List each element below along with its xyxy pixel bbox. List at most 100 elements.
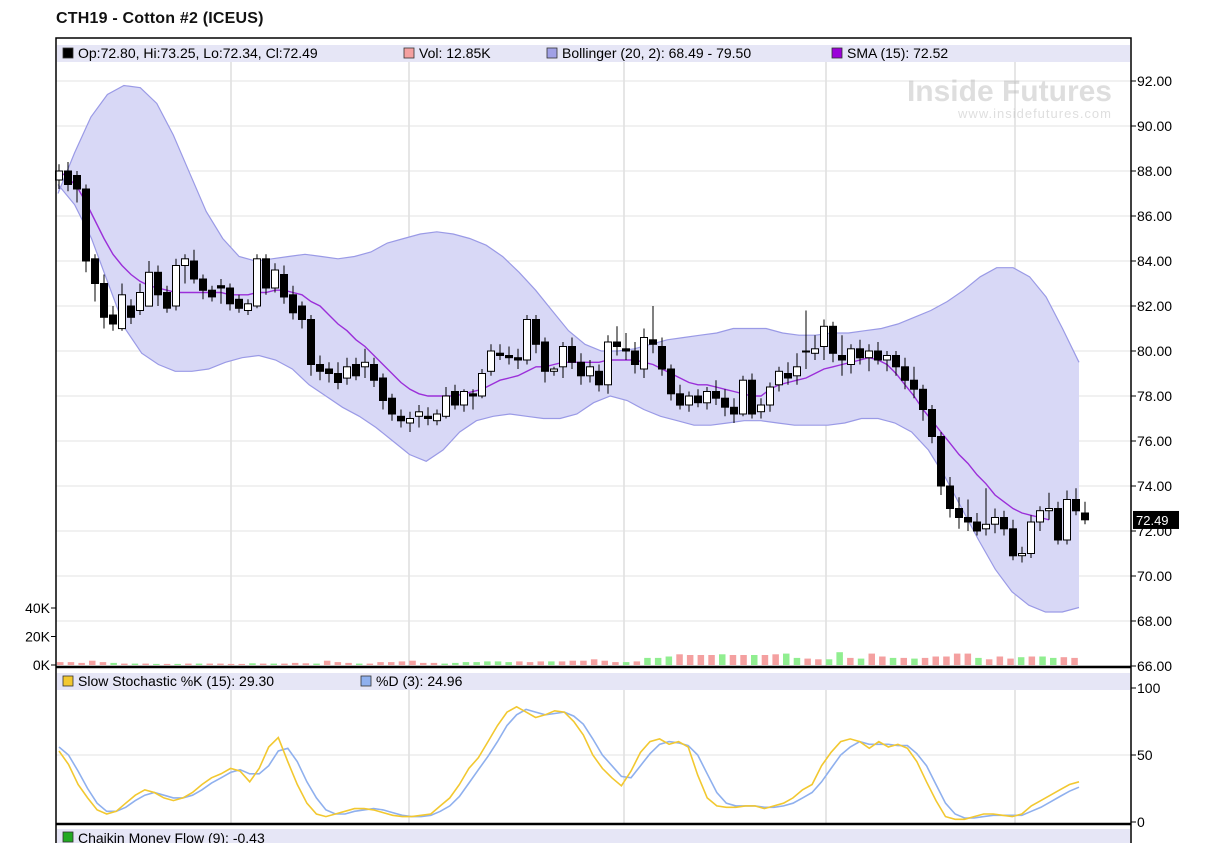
candle <box>982 488 990 536</box>
volume-bar <box>153 663 160 665</box>
candle-body <box>811 348 819 354</box>
candle <box>352 357 360 381</box>
candle-body <box>595 370 603 386</box>
volume-bar <box>388 662 395 665</box>
legend-entry: SMA (15): 72.52 <box>847 45 948 61</box>
volume-bar <box>67 662 75 665</box>
candle <box>478 369 486 399</box>
candle <box>712 380 720 405</box>
candle-body <box>406 418 414 424</box>
volume-bar <box>654 657 662 665</box>
candle-body <box>154 271 162 296</box>
candle-body <box>901 366 909 381</box>
volume-bar <box>131 663 139 665</box>
volume-bar <box>879 656 886 666</box>
candle-body <box>343 366 351 379</box>
volume-bar <box>676 654 683 665</box>
volume-bar <box>996 656 1004 666</box>
candle <box>604 335 612 394</box>
legend-swatch <box>62 47 74 59</box>
stochastic-tick-label: 100 <box>1137 680 1161 696</box>
candle <box>289 285 297 320</box>
candle <box>1081 501 1089 525</box>
volume-bar <box>110 662 117 665</box>
candle-body <box>136 292 144 311</box>
candle-body <box>613 341 621 347</box>
volume-bar <box>89 660 96 665</box>
volume-bar <box>815 659 822 665</box>
price-tick-label: 76.00 <box>1137 433 1172 449</box>
volume-bar <box>1007 658 1014 665</box>
candle <box>667 364 675 401</box>
candle-body <box>1081 512 1089 521</box>
volume-bar <box>686 655 694 665</box>
candle <box>919 384 927 421</box>
bollinger-lower-line <box>57 184 1080 613</box>
legend-entry: %D (3): 24.96 <box>376 673 463 689</box>
stochastic-tick-label: 50 <box>1137 747 1153 763</box>
volume-bar <box>601 660 608 665</box>
volume-bar <box>708 655 715 665</box>
candle <box>424 407 432 426</box>
volume-bar <box>377 662 384 665</box>
volume-bars <box>57 652 1078 666</box>
candle <box>1036 506 1044 531</box>
candle-body <box>379 377 387 401</box>
candle <box>208 285 216 302</box>
volume-bar <box>356 663 363 665</box>
candle-body <box>307 319 315 365</box>
watermark-brand: Inside Futures <box>907 75 1112 108</box>
candle-body <box>1027 521 1035 554</box>
candle <box>523 315 531 365</box>
candle <box>748 373 756 419</box>
candle <box>100 274 108 329</box>
candle <box>1009 519 1017 561</box>
candle <box>964 499 972 531</box>
legend-strip <box>57 673 1130 690</box>
candle-body <box>505 355 513 359</box>
candle-body <box>244 303 252 311</box>
candle-body <box>397 415 405 422</box>
candle-body <box>334 373 342 383</box>
candle <box>955 497 963 529</box>
candle <box>784 362 792 385</box>
candle-body <box>190 260 198 280</box>
volume-bar <box>580 660 587 665</box>
legend-swatch <box>360 675 372 687</box>
candle-body <box>685 395 693 406</box>
candle-body <box>730 406 738 415</box>
volume-bar <box>558 661 566 665</box>
volume-bar <box>825 659 833 665</box>
candle-body <box>784 373 792 379</box>
candle <box>676 384 684 410</box>
candle <box>865 344 873 372</box>
candle-body <box>937 436 945 487</box>
candle-body <box>91 258 99 284</box>
candle <box>316 355 324 381</box>
candle <box>685 391 693 412</box>
volume-bar <box>921 657 929 665</box>
candle <box>937 432 945 495</box>
price-tick-label: 86.00 <box>1137 208 1172 224</box>
candle-body <box>181 258 189 266</box>
cmf-legend-strip <box>57 829 1130 843</box>
volume-bar <box>430 662 438 665</box>
candle <box>973 513 981 536</box>
candle <box>370 357 378 387</box>
candle <box>910 366 918 399</box>
candle-body <box>532 319 540 345</box>
candle <box>235 294 243 313</box>
candle-body <box>757 404 765 413</box>
candle <box>451 384 459 410</box>
candle-body <box>253 258 261 307</box>
volume-bar <box>740 655 747 665</box>
candle <box>829 321 837 363</box>
candle-body <box>145 271 153 307</box>
price-tick-label: 84.00 <box>1137 253 1172 269</box>
candle <box>892 351 900 376</box>
candle-body <box>118 294 126 330</box>
volume-bar <box>633 661 641 665</box>
volume-bar <box>953 653 961 665</box>
candle-body <box>298 305 306 320</box>
candle-body <box>415 411 423 417</box>
